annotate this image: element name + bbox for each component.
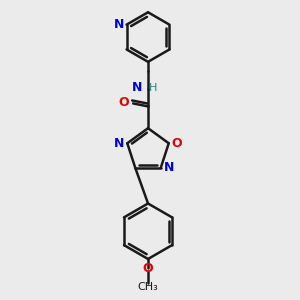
Text: O: O xyxy=(143,262,153,275)
Text: O: O xyxy=(172,137,182,150)
Text: N: N xyxy=(164,161,174,174)
Text: N: N xyxy=(114,137,124,150)
Text: N: N xyxy=(132,81,142,94)
Text: N: N xyxy=(114,18,124,31)
Text: O: O xyxy=(118,96,129,109)
Text: H: H xyxy=(149,82,158,93)
Text: CH₃: CH₃ xyxy=(138,282,158,292)
